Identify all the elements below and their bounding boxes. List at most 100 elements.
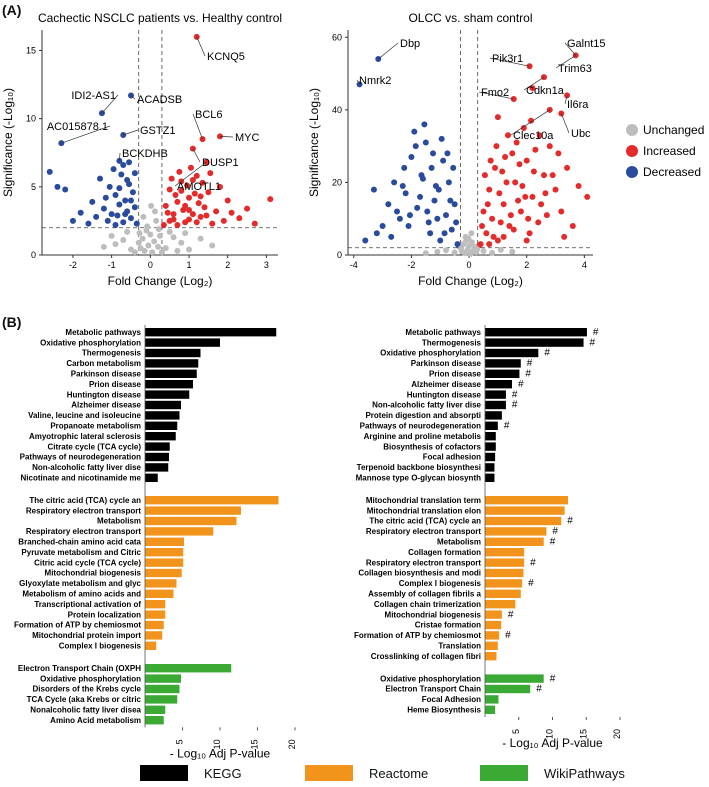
data-point bbox=[430, 150, 437, 157]
data-point bbox=[509, 150, 516, 157]
annotation-leader-line bbox=[119, 152, 121, 161]
bar-non-alcoholic-fatty-liver-dise bbox=[485, 400, 506, 410]
data-point bbox=[443, 212, 449, 219]
bar-label-pyruvate-metabolism-and-citric: Pyruvate metabolism and Citric bbox=[21, 548, 141, 557]
bar-label-oxidative-phosphorylation: Oxidative phosphorylation bbox=[380, 349, 481, 358]
legend-swatch-wikipathways bbox=[480, 765, 528, 781]
data-point bbox=[139, 235, 146, 242]
data-point bbox=[529, 193, 536, 200]
chart-title: OLCC vs. sham control bbox=[408, 11, 532, 25]
bar-nicotinate-and-nicotinamide-me bbox=[145, 473, 158, 482]
data-point bbox=[523, 237, 530, 244]
significance-marker: # bbox=[593, 327, 599, 338]
bar-thermogenesis bbox=[485, 338, 584, 347]
data-point bbox=[144, 223, 151, 230]
data-point bbox=[236, 215, 243, 222]
bar-collagen-chain-trimerization bbox=[485, 600, 516, 609]
legend-label-reactome: Reactome bbox=[369, 765, 429, 781]
data-point bbox=[414, 204, 421, 211]
bar-metabolism-of-amino-acids-and bbox=[145, 589, 174, 598]
data-point bbox=[405, 222, 412, 229]
significance-marker: # bbox=[505, 630, 511, 641]
data-point bbox=[106, 183, 113, 190]
bar-label-protein-digestion-and-absorpti: Protein digestion and absorpti bbox=[365, 411, 481, 420]
data-point bbox=[561, 233, 568, 240]
bar-label-metabolism: Metabolism bbox=[97, 517, 141, 526]
annotation-leader-line bbox=[356, 79, 360, 85]
bar-focal-adhesion bbox=[485, 695, 499, 704]
bar-label-cristae-formation: Cristae formation bbox=[415, 621, 481, 630]
annotation-leader-line bbox=[560, 113, 570, 134]
annotation-leader-line bbox=[174, 161, 207, 187]
bar-label-biosynthesis-of-cofactors: Biosynthesis of cofactors bbox=[383, 442, 481, 451]
data-point bbox=[112, 241, 119, 248]
volcano-plot-olcc: OLCC vs. sham control-4 -2 0 2 40204060Fold … bbox=[307, 11, 606, 288]
bar-prion-disease bbox=[485, 369, 520, 378]
data-point bbox=[155, 226, 162, 233]
annotation-leader-line bbox=[219, 136, 234, 138]
bar-crosslinking-of-collagen-fibri bbox=[485, 652, 497, 661]
bar-thermogenesis bbox=[145, 348, 201, 358]
bar-mitochondrial-protein-import bbox=[145, 631, 163, 640]
data-point bbox=[444, 150, 451, 157]
data-point bbox=[118, 171, 125, 178]
bar-pathways-of-neurodegeneration bbox=[145, 452, 169, 462]
data-point bbox=[182, 230, 189, 237]
data-point bbox=[542, 190, 549, 197]
data-point bbox=[503, 179, 510, 186]
data-point bbox=[549, 172, 556, 179]
bar-branched-chain-amino-acid-cata bbox=[145, 537, 184, 546]
bar-collagen-biosynthesis-and-modi bbox=[485, 568, 524, 578]
data-point bbox=[126, 159, 133, 166]
x-tick-label: 20 bbox=[287, 739, 297, 749]
data-point bbox=[434, 248, 441, 255]
x-axis-label: Fold Change (Log₂) bbox=[108, 274, 213, 288]
data-point bbox=[496, 190, 503, 197]
bar-label-amino-acid-metabolism: Amino Acid metabolism bbox=[50, 716, 141, 725]
data-point bbox=[506, 222, 513, 229]
bar-label-collagen-biosynthesis-and-modi: Collagen biosynthesis and modi bbox=[358, 569, 481, 578]
data-point bbox=[174, 198, 181, 205]
annotation-leader-line bbox=[489, 57, 530, 67]
data-point bbox=[362, 237, 369, 244]
gene-label-gstz1: GSTZ1 bbox=[140, 125, 175, 137]
data-point bbox=[394, 208, 400, 215]
bar-protein-localization bbox=[145, 610, 166, 619]
x-tick-label: 0 bbox=[148, 260, 153, 270]
data-point bbox=[465, 235, 472, 242]
bar-citrate-cycle-tca-cycle bbox=[145, 442, 170, 451]
gene-label-bckdhb: BCKDHB bbox=[122, 148, 168, 160]
bar-label-alzheimer-disease: Alzheimer disease bbox=[411, 380, 481, 389]
data-point bbox=[437, 237, 444, 244]
bar-oxidative-phosphorylation bbox=[145, 674, 181, 683]
bar-respiratory-electron-transport bbox=[485, 558, 525, 567]
bar-respiratory-electron-transport bbox=[145, 506, 241, 515]
x-tick-label: 15 bbox=[578, 729, 588, 739]
panel-label-a: (A) bbox=[2, 2, 22, 18]
data-point bbox=[216, 183, 223, 190]
data-point bbox=[535, 219, 542, 226]
data-point bbox=[541, 172, 547, 179]
bar-label-parkinson-disease: Parkinson disease bbox=[71, 370, 142, 379]
data-point bbox=[406, 212, 413, 219]
annotation-leader-line bbox=[555, 55, 576, 69]
data-point bbox=[46, 168, 53, 175]
data-point bbox=[131, 249, 138, 256]
data-point bbox=[431, 197, 438, 204]
gene-label-trim63: Trim63 bbox=[558, 63, 592, 75]
annotation-leader-line bbox=[564, 42, 576, 56]
legend-label-decreased: Decreased bbox=[643, 165, 701, 179]
bar-oxidative-phosphorylation bbox=[485, 348, 539, 358]
data-point bbox=[147, 231, 154, 238]
bar-biosynthesis-of-cofactors bbox=[485, 442, 496, 451]
x-tick-label: -2 bbox=[407, 260, 415, 270]
bar-mitochondrial-translation-term bbox=[485, 496, 569, 505]
panel-label-b: (B) bbox=[2, 314, 22, 330]
bar-the-citric-acid-tca-cycle-an bbox=[145, 496, 279, 505]
bar-label-protein-localization: Protein localization bbox=[68, 610, 141, 619]
bar-label-oxidative-phosphorylation: Oxidative phosphorylation bbox=[40, 674, 141, 683]
data-point bbox=[145, 242, 152, 249]
gene-label-bcl6: BCL6 bbox=[195, 109, 223, 121]
